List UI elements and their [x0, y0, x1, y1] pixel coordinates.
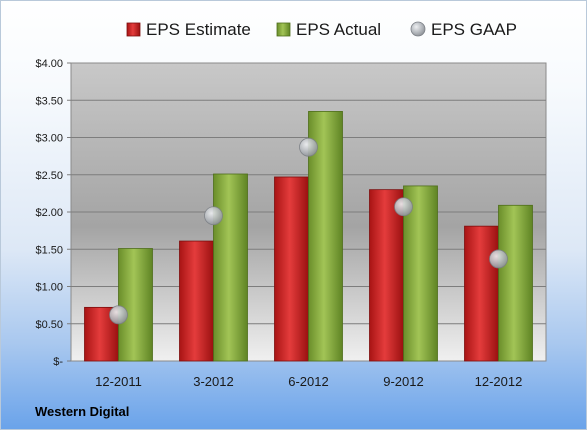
y-tick-label: $0.50 [35, 319, 63, 331]
y-axis-ticks: $- $0.50 $1.00 $1.50 $2.00 $2.50 $3.00 $3.50 $4.… [35, 58, 71, 368]
eps-estimate-bar [179, 240, 214, 362]
eps-estimate-bar [274, 176, 309, 362]
eps-estimate-bar [464, 225, 499, 362]
legend-eps-actual-label: EPS Actual [296, 20, 381, 39]
eps-gaap-marker [109, 305, 128, 325]
eps-actual-bar [213, 173, 248, 362]
x-category-label: 12-2012 [475, 374, 523, 389]
y-tick-label: $4.00 [35, 58, 63, 70]
legend-eps-estimate-swatch [126, 22, 141, 37]
bars [84, 111, 533, 362]
y-tick-label: $3.50 [35, 95, 63, 107]
y-tick-label: $2.50 [35, 170, 63, 182]
x-category-label: 12-2011 [95, 374, 142, 389]
legend: EPS Estimate EPS Actual EPS GAAP [126, 20, 517, 39]
eps-gaap-marker [394, 197, 413, 217]
y-tick-label: $2.00 [35, 207, 63, 219]
eps-actual-bar [498, 204, 533, 362]
eps-actual-bar [403, 185, 438, 362]
eps-gaap-marker [489, 249, 508, 269]
x-category-label: 9-2012 [383, 374, 423, 389]
x-category-label: 3-2012 [193, 374, 233, 389]
company-name: Western Digital [35, 404, 129, 419]
legend-eps-estimate-label: EPS Estimate [146, 20, 251, 39]
y-tick-label: $- [53, 356, 63, 368]
y-tick-label: $1.00 [35, 282, 63, 294]
legend-eps-actual-swatch [276, 22, 291, 37]
eps-estimate-bar [369, 189, 404, 362]
y-tick-label: $3.00 [35, 133, 63, 145]
eps-gaap-marker [299, 137, 318, 157]
legend-eps-gaap-label: EPS GAAP [431, 20, 517, 39]
y-tick-label: $1.50 [35, 244, 63, 256]
eps-actual-bar [118, 248, 153, 362]
legend-eps-gaap-swatch [410, 21, 426, 37]
x-axis-categories: 12-2011 3-2012 6-2012 9-2012 12-2012 [95, 374, 522, 389]
gaap-markers [109, 137, 508, 325]
x-category-label: 6-2012 [288, 374, 328, 389]
eps-gaap-marker [204, 206, 223, 226]
